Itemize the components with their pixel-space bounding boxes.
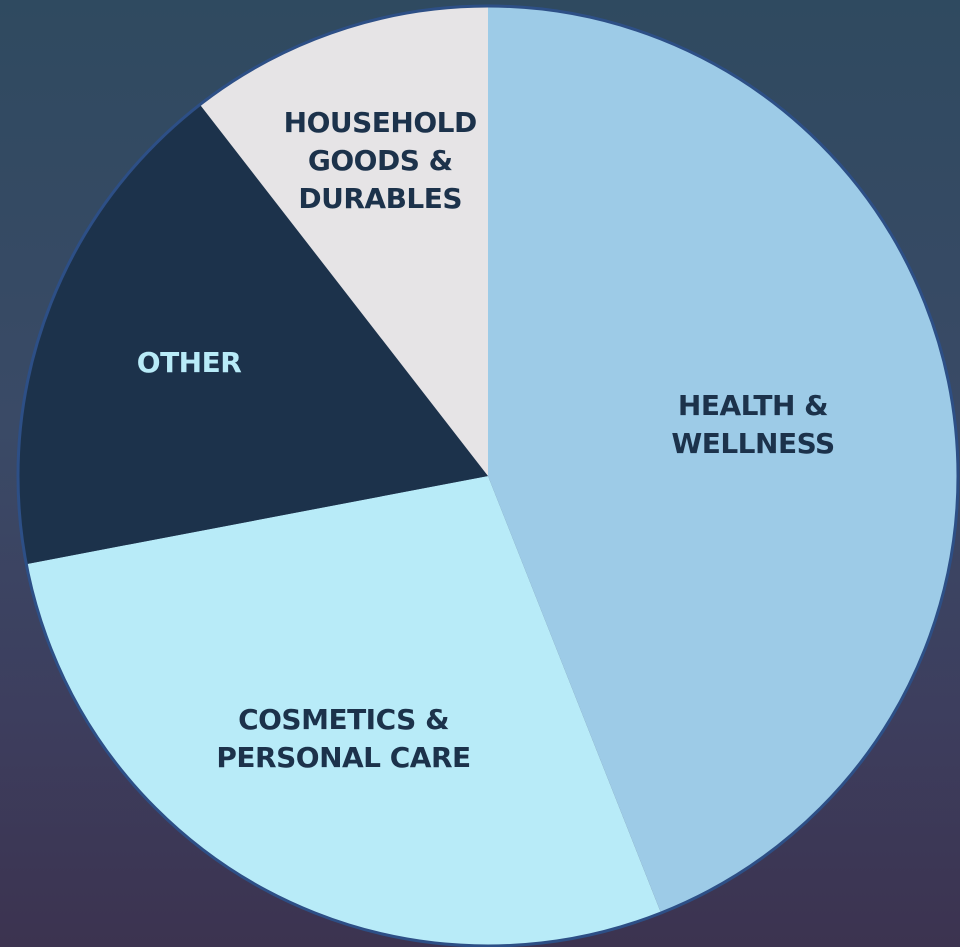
slice-label: HOUSEHOLD GOODS & DURABLES bbox=[270, 104, 490, 218]
slice-label: OTHER bbox=[89, 344, 289, 382]
page: HEALTH & WELLNESS COSMETICS & PERSONAL CA… bbox=[0, 0, 960, 947]
slice-label: HEALTH & WELLNESS bbox=[668, 387, 838, 463]
slice-label: COSMETICS & PERSONAL CARE bbox=[199, 701, 489, 777]
